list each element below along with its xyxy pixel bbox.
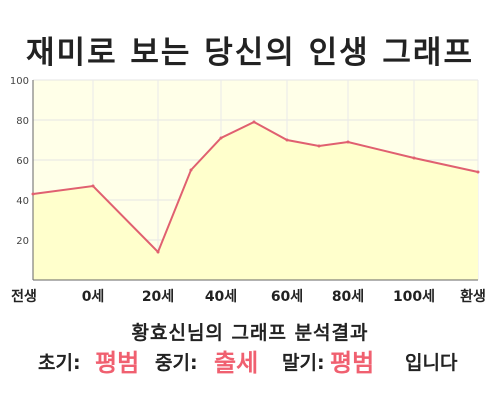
- analysis-heading: 황효신님의 그래프 분석결과: [131, 322, 369, 344]
- data-point: [476, 170, 480, 174]
- ending-text: 입니다: [405, 352, 458, 374]
- x-tick-label: 전생: [11, 288, 37, 305]
- x-tick-label: 80세: [332, 289, 364, 305]
- data-point: [252, 120, 256, 124]
- data-points: [31, 120, 480, 254]
- x-tick-label: 0세: [82, 289, 105, 305]
- y-tick-label: 80: [16, 116, 29, 127]
- page-title: 재미로 보는 당신의 인생 그래프: [26, 35, 474, 71]
- data-point: [219, 136, 223, 140]
- x-tick-label: 환생: [460, 288, 486, 305]
- late-label: 말기:: [282, 352, 325, 374]
- late-value: 평범: [330, 349, 375, 377]
- x-tick-label: 60세: [271, 289, 303, 305]
- data-point: [156, 250, 160, 254]
- y-tick-labels: 20 40 60 80 100: [10, 76, 29, 247]
- x-tick-label: 20세: [142, 289, 174, 305]
- x-tick-labels: 전생 0세 20세 40세 60세 80세 100세 환생: [11, 288, 486, 305]
- early-label: 초기:: [38, 352, 81, 374]
- y-tick-label: 100: [10, 76, 29, 87]
- data-point: [412, 156, 416, 160]
- y-tick-label: 40: [16, 196, 29, 207]
- y-tick-label: 20: [16, 236, 29, 247]
- early-value: 평범: [95, 349, 140, 377]
- data-point: [285, 138, 289, 142]
- data-point: [346, 140, 350, 144]
- data-point: [31, 192, 35, 196]
- area-fill: [33, 122, 478, 280]
- life-graph-chart: 20 40 60 80 100 전생 0세 20세 40세 60세 80세 100세 환생: [10, 76, 486, 305]
- y-tick-label: 60: [16, 156, 29, 167]
- data-point: [189, 168, 193, 172]
- middle-label: 중기:: [155, 352, 198, 374]
- middle-value: 출세: [214, 349, 259, 377]
- x-tick-label: 40세: [205, 289, 237, 305]
- data-point: [91, 184, 95, 188]
- x-tick-label: 100세: [393, 289, 435, 305]
- data-point: [317, 144, 321, 148]
